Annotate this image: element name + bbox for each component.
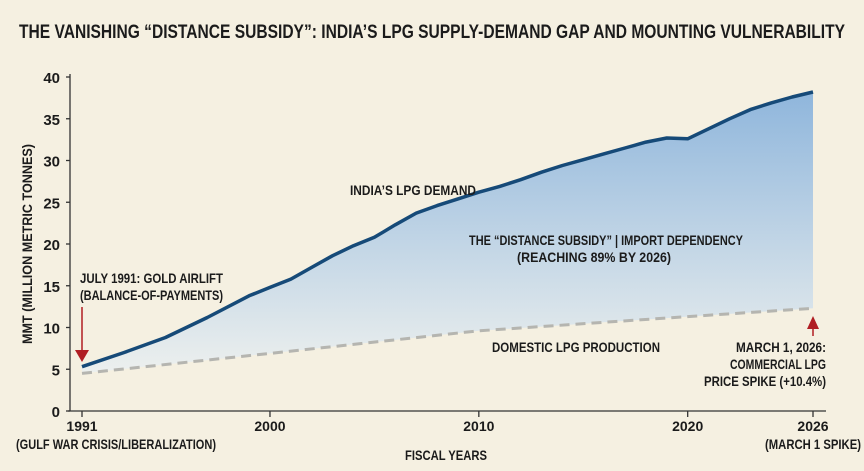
axes: 0 5 10 15 20 25 30 35 40 1991 (GULF WAR CRISIS/LIB…	[16, 70, 861, 452]
x-tick-label: 1991	[66, 418, 97, 434]
y-tick-label: 5	[52, 362, 60, 379]
y-tick-label: 25	[43, 195, 60, 212]
y-tick-label: 0	[52, 404, 60, 421]
y-tick-label: 20	[43, 237, 60, 254]
y-tick-label: 40	[43, 70, 60, 87]
y-tick-label: 15	[43, 279, 60, 296]
y-tick-label: 10	[43, 321, 60, 338]
y-axis-label: MMT (MILLION METRIC TONNES)	[19, 144, 35, 344]
x-tick-label: 2010	[463, 418, 494, 434]
x-tick-label: 2026	[797, 418, 828, 434]
annotation-1991-line-2: (BALANCE-OF-PAYMENTS)	[80, 287, 223, 303]
y-tick-label: 35	[43, 112, 60, 129]
annotation-2026-line-1: MARCH 1, 2026:	[736, 339, 826, 355]
demand-series-label: INDIA’S LPG DEMAND	[350, 182, 476, 198]
annotation-2026-line-2: COMMERCIAL LPG	[730, 356, 826, 372]
annotation-2026-arrowhead	[807, 316, 819, 329]
x-tick-label: 2020	[672, 418, 703, 434]
production-series-label: DOMESTIC LPG PRODUCTION	[492, 339, 660, 355]
gap-label-line-1: THE “DISTANCE SUBSIDY” | IMPORT DEPENDEN…	[469, 232, 744, 248]
annotation-1991-line-1: JULY 1991: GOLD AIRLIFT	[80, 270, 223, 286]
x-tick-label: 2000	[254, 418, 285, 434]
gap-area	[82, 92, 813, 374]
x-tick-sublabel: (GULF WAR CRISIS/LIBERALIZATION)	[16, 436, 216, 452]
demand-line	[81, 90, 814, 369]
annotation-2026-line-3: PRICE SPIKE (+10.4%)	[704, 373, 826, 389]
x-axis-label: FISCAL YEARS	[405, 447, 487, 463]
annotation-1991-arrowhead	[75, 350, 89, 362]
gap-label-line-2: (REACHING 89% BY 2026)	[517, 249, 671, 265]
y-tick-label: 30	[43, 154, 60, 171]
x-tick-sublabel: (MARCH 1 SPIKE)	[765, 436, 861, 452]
chart-title: THE VANISHING “DISTANCE SUBSIDY”: INDIA’…	[19, 22, 845, 43]
